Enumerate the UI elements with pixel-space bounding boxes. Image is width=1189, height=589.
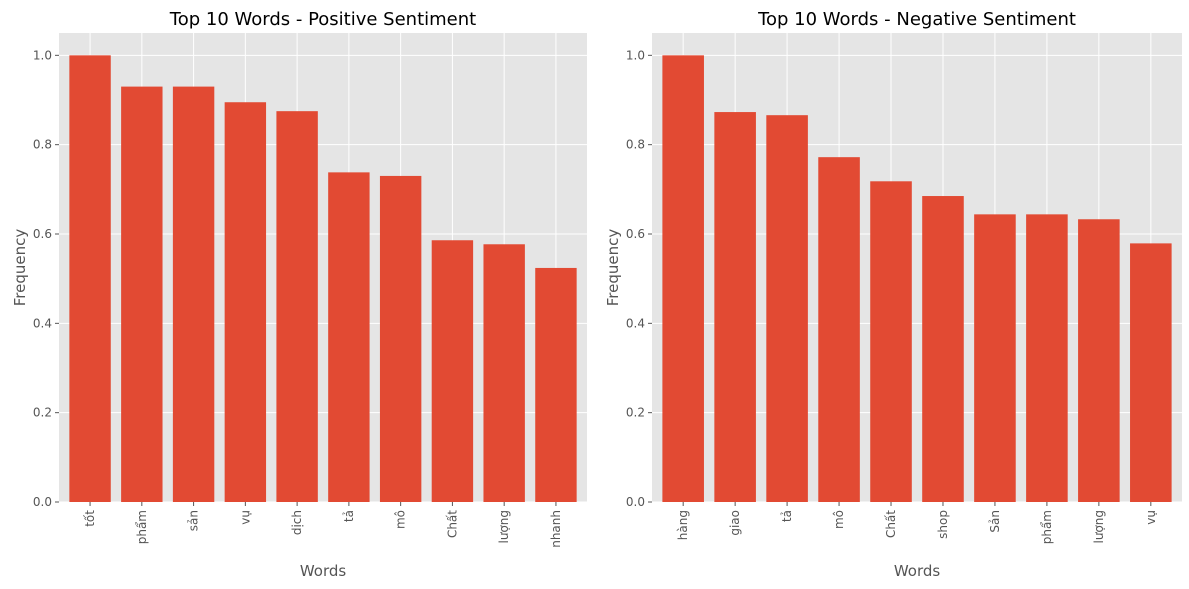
x-tick-label-negative-0: hàng — [676, 510, 690, 540]
bar-positive-5 — [328, 172, 370, 503]
bar-positive-2 — [172, 86, 215, 502]
x-axis-label-negative: Words — [894, 562, 941, 580]
x-tick-label-positive-7: Chất — [445, 510, 459, 538]
y-tick-label-negative-1: 0.2 — [626, 406, 645, 420]
y-tick-label-positive-3: 0.6 — [33, 227, 52, 241]
chart-negative-sentiment: 0.0 0.2 0.4 0.6 0.8 1.0 hàng giao tả mô Chất shop S… — [604, 9, 1182, 580]
y-tick-label-negative-0: 0.0 — [626, 495, 645, 509]
bar-negative-7 — [1026, 214, 1068, 502]
x-tick-label-negative-6: Sản — [988, 510, 1002, 533]
x-tick-label-positive-4: dịch — [290, 510, 304, 535]
bar-negative-3 — [818, 157, 860, 502]
x-tick-label-positive-6: mô — [394, 510, 408, 529]
bars-negative — [662, 55, 1172, 503]
y-ticks-positive: 0.0 0.2 0.4 0.6 0.8 1.0 — [33, 48, 59, 509]
x-tick-label-negative-1: giao — [728, 510, 742, 536]
bar-negative-6 — [974, 214, 1016, 502]
bars-positive — [69, 55, 577, 503]
bar-positive-3 — [224, 102, 267, 502]
x-tick-label-negative-4: Chất — [884, 510, 898, 538]
y-tick-label-positive-2: 0.4 — [33, 316, 52, 330]
x-tick-label-positive-1: phẩm — [135, 510, 149, 544]
x-tick-label-positive-2: sản — [187, 510, 201, 531]
bar-negative-0 — [662, 55, 704, 502]
y-tick-label-negative-5: 1.0 — [626, 48, 645, 62]
y-tick-label-negative-3: 0.6 — [626, 227, 645, 241]
bar-negative-2 — [766, 115, 808, 502]
chart-title-negative: Top 10 Words - Negative Sentiment — [757, 9, 1076, 30]
y-tick-label-negative-4: 0.8 — [626, 138, 645, 152]
bar-negative-4 — [870, 181, 912, 502]
bar-positive-9 — [535, 267, 577, 502]
x-tick-label-positive-8: lượng — [497, 510, 511, 544]
bar-positive-8 — [483, 244, 525, 503]
x-tick-label-negative-8: lượng — [1092, 510, 1106, 544]
y-tick-label-positive-1: 0.2 — [33, 406, 52, 420]
chart-positive-sentiment: 0.0 0.2 0.4 0.6 0.8 1.0 tốt phẩm sản vụ dịch tả mô C… — [11, 9, 587, 580]
x-tick-label-negative-3: mô — [832, 510, 846, 529]
y-axis-label-negative: Frequency — [604, 229, 622, 307]
bar-negative-5 — [922, 196, 964, 503]
bar-negative-8 — [1078, 219, 1120, 502]
chart-title-positive: Top 10 Words - Positive Sentiment — [169, 9, 476, 30]
y-tick-label-positive-0: 0.0 — [33, 495, 52, 509]
x-tick-label-positive-0: tốt — [83, 510, 97, 527]
x-tick-label-positive-9: nhanh — [549, 510, 563, 548]
x-axis-label-positive: Words — [300, 562, 347, 580]
x-tick-label-positive-3: vụ — [238, 510, 252, 525]
y-tick-label-negative-2: 0.4 — [626, 316, 645, 330]
x-tick-label-negative-9: vụ — [1144, 510, 1158, 525]
bar-negative-9 — [1130, 243, 1172, 502]
x-ticks-positive: tốt phẩm sản vụ dịch tả mô Chất lượng nhanh — [83, 502, 563, 548]
y-tick-label-positive-4: 0.8 — [33, 138, 52, 152]
bar-positive-7 — [431, 240, 474, 502]
x-tick-label-positive-5: tả — [342, 510, 356, 522]
y-tick-label-positive-5: 1.0 — [33, 48, 52, 62]
bar-positive-6 — [379, 175, 422, 502]
bar-positive-1 — [121, 86, 163, 502]
x-tick-label-negative-7: phẩm — [1040, 510, 1054, 544]
y-axis-label-positive: Frequency — [11, 229, 29, 307]
bar-positive-4 — [276, 111, 318, 503]
bar-negative-1 — [714, 112, 756, 502]
x-tick-label-negative-2: tả — [780, 510, 794, 522]
x-ticks-negative: hàng giao tả mô Chất shop Sản phẩm lượng vụ — [676, 502, 1158, 544]
y-ticks-negative: 0.0 0.2 0.4 0.6 0.8 1.0 — [626, 48, 652, 509]
bar-positive-0 — [69, 55, 111, 502]
x-tick-label-negative-5: shop — [936, 510, 950, 539]
